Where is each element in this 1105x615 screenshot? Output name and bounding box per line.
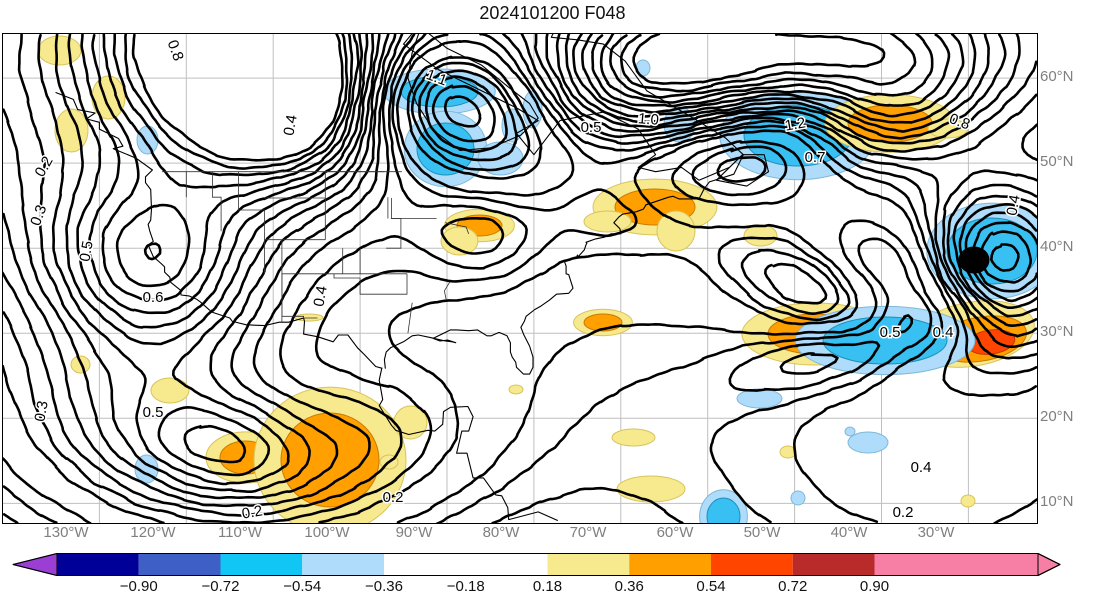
svg-text:0.4: 0.4 [280, 113, 300, 136]
svg-text:0.5: 0.5 [880, 324, 901, 341]
svg-text:0.6: 0.6 [143, 289, 164, 306]
svg-text:0.4: 0.4 [310, 284, 330, 307]
svg-text:0.3: 0.3 [31, 399, 51, 422]
svg-text:0.2: 0.2 [383, 489, 404, 506]
svg-text:1.0: 1.0 [637, 110, 659, 129]
svg-text:0.4: 0.4 [1003, 193, 1023, 216]
svg-text:0.5: 0.5 [581, 119, 602, 136]
svg-text:1.2: 1.2 [783, 114, 806, 134]
svg-text:0.5: 0.5 [143, 404, 164, 421]
svg-text:0.4: 0.4 [911, 459, 932, 476]
svg-text:0.4: 0.4 [933, 324, 954, 341]
svg-text:0.7: 0.7 [805, 149, 826, 166]
svg-text:0.5: 0.5 [76, 239, 96, 262]
svg-text:0.2: 0.2 [893, 504, 914, 521]
svg-text:0.2: 0.2 [240, 502, 263, 522]
